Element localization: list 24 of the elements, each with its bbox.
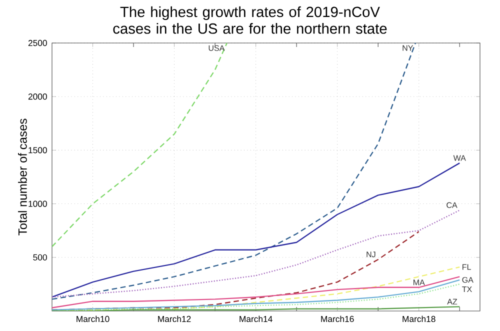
line-series [52,162,460,298]
line-series [52,210,460,298]
y-tick-label: 2500 [28,40,47,46]
series-label: MA [414,280,425,286]
y-tick-label: 1500 [28,147,47,154]
y-tick-label: 2000 [28,94,47,100]
x-tick-label: March14 [240,316,272,322]
series-label: NJ [366,252,376,258]
y-tick-label: 1000 [28,200,47,207]
series-label: GA [462,277,474,283]
x-tick-label: March12 [158,316,191,322]
x-tick-label: March16 [321,316,354,322]
x-tick-label: March10 [76,316,110,322]
x-tick-label: March18 [402,316,436,322]
chart-title: The highest growth rates of 2019-nCoV cases in the US are for the northern state [113,6,387,34]
series-label: NY [402,45,414,51]
series-label: CA [446,202,458,208]
series-label: WA [453,155,466,161]
series-label: TX [462,286,472,292]
series-label: USA [208,45,225,51]
y-axis-title: Total number of cases [18,118,27,236]
series-label: FL [462,264,471,270]
y-tick-label: 500 [33,254,47,260]
series-label: AZ [447,298,458,304]
